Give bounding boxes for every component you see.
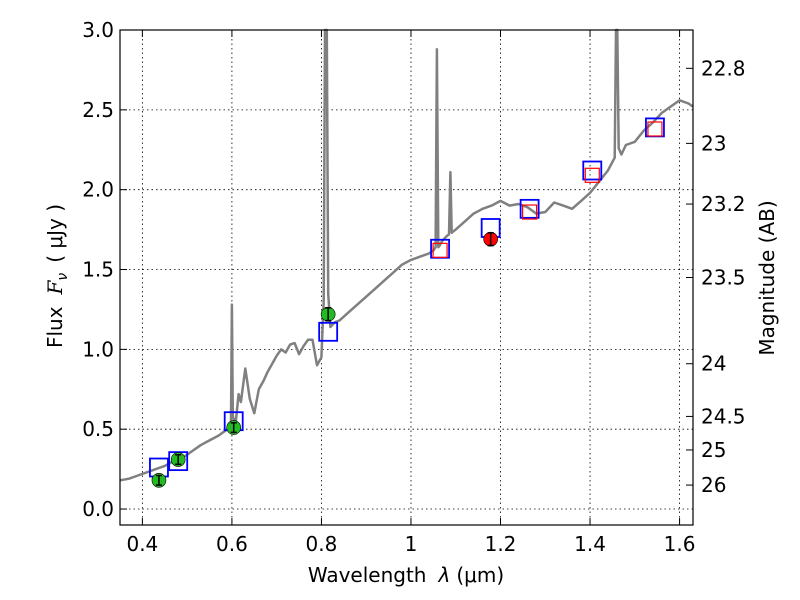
- spectrum-layer: [119, 28, 694, 482]
- model-box-blue: [582, 160, 603, 181]
- y-tick-label: 0.5: [82, 417, 114, 441]
- y2-tick-label: 23.5: [701, 266, 746, 290]
- y2-tick-label: 22.8: [701, 56, 746, 80]
- y-tick-label: 3.0: [82, 18, 114, 42]
- y2-tick-label: 24.5: [701, 404, 746, 428]
- model-box-red: [432, 242, 448, 258]
- x-tick-label: 0.6: [216, 532, 248, 556]
- model-box-blue: [168, 451, 189, 472]
- x-tick-label: 1.2: [485, 532, 517, 556]
- y2-tick-label: 23: [701, 131, 726, 155]
- y-tick-label: 1.0: [82, 337, 114, 361]
- spectrum-line: [119, 28, 694, 482]
- y2-tick-label: 24: [701, 352, 726, 376]
- model-box-blue: [318, 321, 339, 342]
- model-box-red: [647, 121, 663, 137]
- x-tick-label: 1: [405, 532, 418, 556]
- x-axis-title: Wavelength λ (μm): [308, 563, 504, 587]
- x-tick-label: 1.6: [664, 532, 696, 556]
- grid-lines: [120, 29, 693, 525]
- y2-tick-label: 26: [701, 473, 726, 497]
- y-tick-label: 0.0: [82, 497, 114, 521]
- model-box-red: [584, 167, 600, 183]
- y-tick-label: 2.0: [82, 178, 114, 202]
- y2-tick-label: 25: [701, 438, 726, 462]
- x-tick-label: 0.4: [126, 532, 158, 556]
- y2-axis-title: Magnitude (AB): [755, 200, 779, 355]
- axis-ticks: 0.4 0.6 0.8 1 1.2 1.4 1.6 0.0 0.5 1.0 1.5 2.0 2.5 3.0…: [82, 18, 745, 556]
- y-axis-title: FluxFν( μJy ): [43, 204, 71, 348]
- y2-tick-label: 23.2: [701, 192, 746, 216]
- y-tick-label: 1.5: [82, 258, 114, 282]
- x-tick-label: 1.4: [574, 532, 606, 556]
- y-tick-label: 2.5: [82, 98, 114, 122]
- photometry-layer: [149, 117, 665, 488]
- x-tick-label: 0.8: [306, 532, 338, 556]
- model-box-red: [522, 204, 538, 220]
- model-box-blue: [519, 198, 540, 219]
